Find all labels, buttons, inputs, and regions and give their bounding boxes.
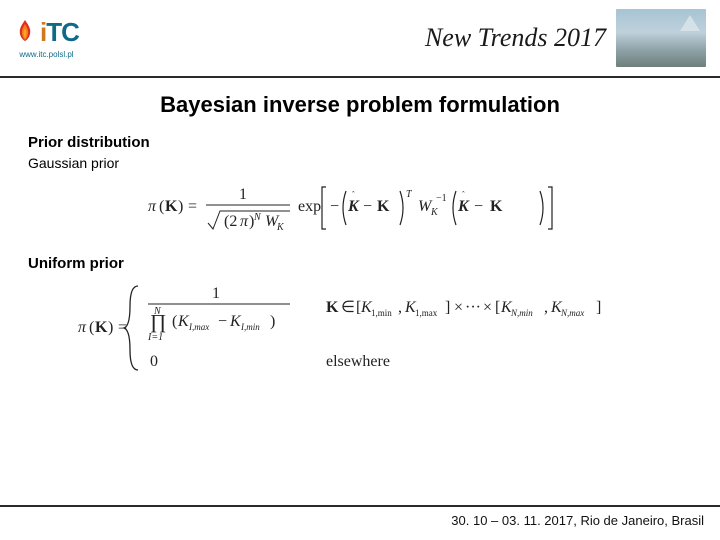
logo-text: iTC — [40, 17, 79, 48]
slide-title: Bayesian inverse problem formulation — [28, 92, 692, 118]
svg-text:,: , — [544, 299, 548, 316]
svg-text:π: π — [240, 213, 249, 230]
venue-photo-thumb — [616, 9, 706, 67]
svg-text:(: ( — [89, 319, 94, 336]
svg-text:π: π — [78, 319, 87, 336]
logo-letter-tc: TC — [46, 17, 79, 47]
svg-text:K: K — [457, 198, 470, 215]
uniform-prior-label: Uniform prior — [28, 255, 692, 272]
svg-text:−: − — [363, 198, 372, 215]
svg-text:N,min: N,min — [510, 308, 533, 318]
svg-text:K: K — [326, 299, 339, 316]
logo-block: iTC www.itc.polsl.pl — [14, 17, 79, 59]
logo: iTC — [14, 17, 79, 48]
gaussian-prior-equation: π ( K ) = 1 (2 π ) N W K exp − ˆ — [148, 177, 558, 237]
svg-text:]: ] — [596, 299, 601, 316]
svg-text:×: × — [483, 299, 492, 316]
svg-text:T: T — [406, 189, 413, 200]
uniform-prior-equation: π ( K ) = 1 N ∏ I=1 ( K I,max − K I,min … — [78, 278, 668, 378]
svg-text:(2: (2 — [224, 213, 237, 230]
svg-text:exp: exp — [298, 198, 321, 215]
svg-text:1,min: 1,min — [371, 308, 392, 318]
svg-text:(: ( — [159, 198, 164, 215]
svg-text:1: 1 — [239, 186, 247, 203]
svg-text:−1: −1 — [436, 193, 447, 204]
slide-footer: 30. 10 – 03. 11. 2017, Rio de Janeiro, B… — [0, 505, 720, 528]
svg-text:elsewhere: elsewhere — [326, 353, 390, 370]
section-heading: Prior distribution — [28, 134, 692, 151]
svg-text:K: K — [165, 198, 178, 215]
svg-text:,: , — [398, 299, 402, 316]
logo-subtext: www.itc.polsl.pl — [19, 50, 73, 59]
svg-text:I,min: I,min — [240, 322, 260, 332]
svg-text:I,max: I,max — [188, 322, 209, 332]
svg-text:K: K — [95, 319, 108, 336]
svg-text:(: ( — [172, 313, 177, 330]
svg-text:N,max: N,max — [560, 308, 584, 318]
svg-text:[: [ — [495, 299, 500, 316]
svg-text:−: − — [330, 198, 339, 215]
slide-content: Bayesian inverse problem formulation Pri… — [0, 78, 720, 378]
svg-text:I=1: I=1 — [147, 332, 163, 343]
flame-icon — [14, 19, 36, 47]
svg-text:×: × — [454, 299, 463, 316]
slide-header: iTC www.itc.polsl.pl New Trends 2017 — [0, 0, 720, 78]
svg-text:K: K — [347, 198, 360, 215]
svg-text:N: N — [253, 212, 262, 223]
svg-text:−: − — [474, 198, 483, 215]
svg-text:): ) — [108, 319, 113, 336]
svg-text:): ) — [178, 198, 183, 215]
svg-text:K: K — [490, 198, 503, 215]
svg-text:=: = — [188, 198, 197, 215]
svg-text:···: ··· — [465, 299, 481, 316]
svg-text:1,max: 1,max — [415, 308, 438, 318]
svg-text:): ) — [270, 313, 275, 330]
svg-text:K: K — [276, 222, 285, 233]
footer-text: 30. 10 – 03. 11. 2017, Rio de Janeiro, B… — [451, 513, 704, 528]
svg-text:∈: ∈ — [341, 299, 355, 316]
svg-text:K: K — [430, 207, 439, 218]
svg-text:1: 1 — [212, 285, 220, 302]
svg-text:∏: ∏ — [150, 311, 166, 333]
svg-text:]: ] — [445, 299, 450, 316]
svg-text:−: − — [218, 313, 227, 330]
header-title: New Trends 2017 — [425, 23, 606, 53]
svg-text:0: 0 — [150, 353, 158, 370]
svg-text:π: π — [148, 198, 157, 215]
gaussian-prior-label: Gaussian prior — [28, 155, 692, 171]
header-right: New Trends 2017 — [425, 9, 706, 67]
svg-text:K: K — [377, 198, 390, 215]
